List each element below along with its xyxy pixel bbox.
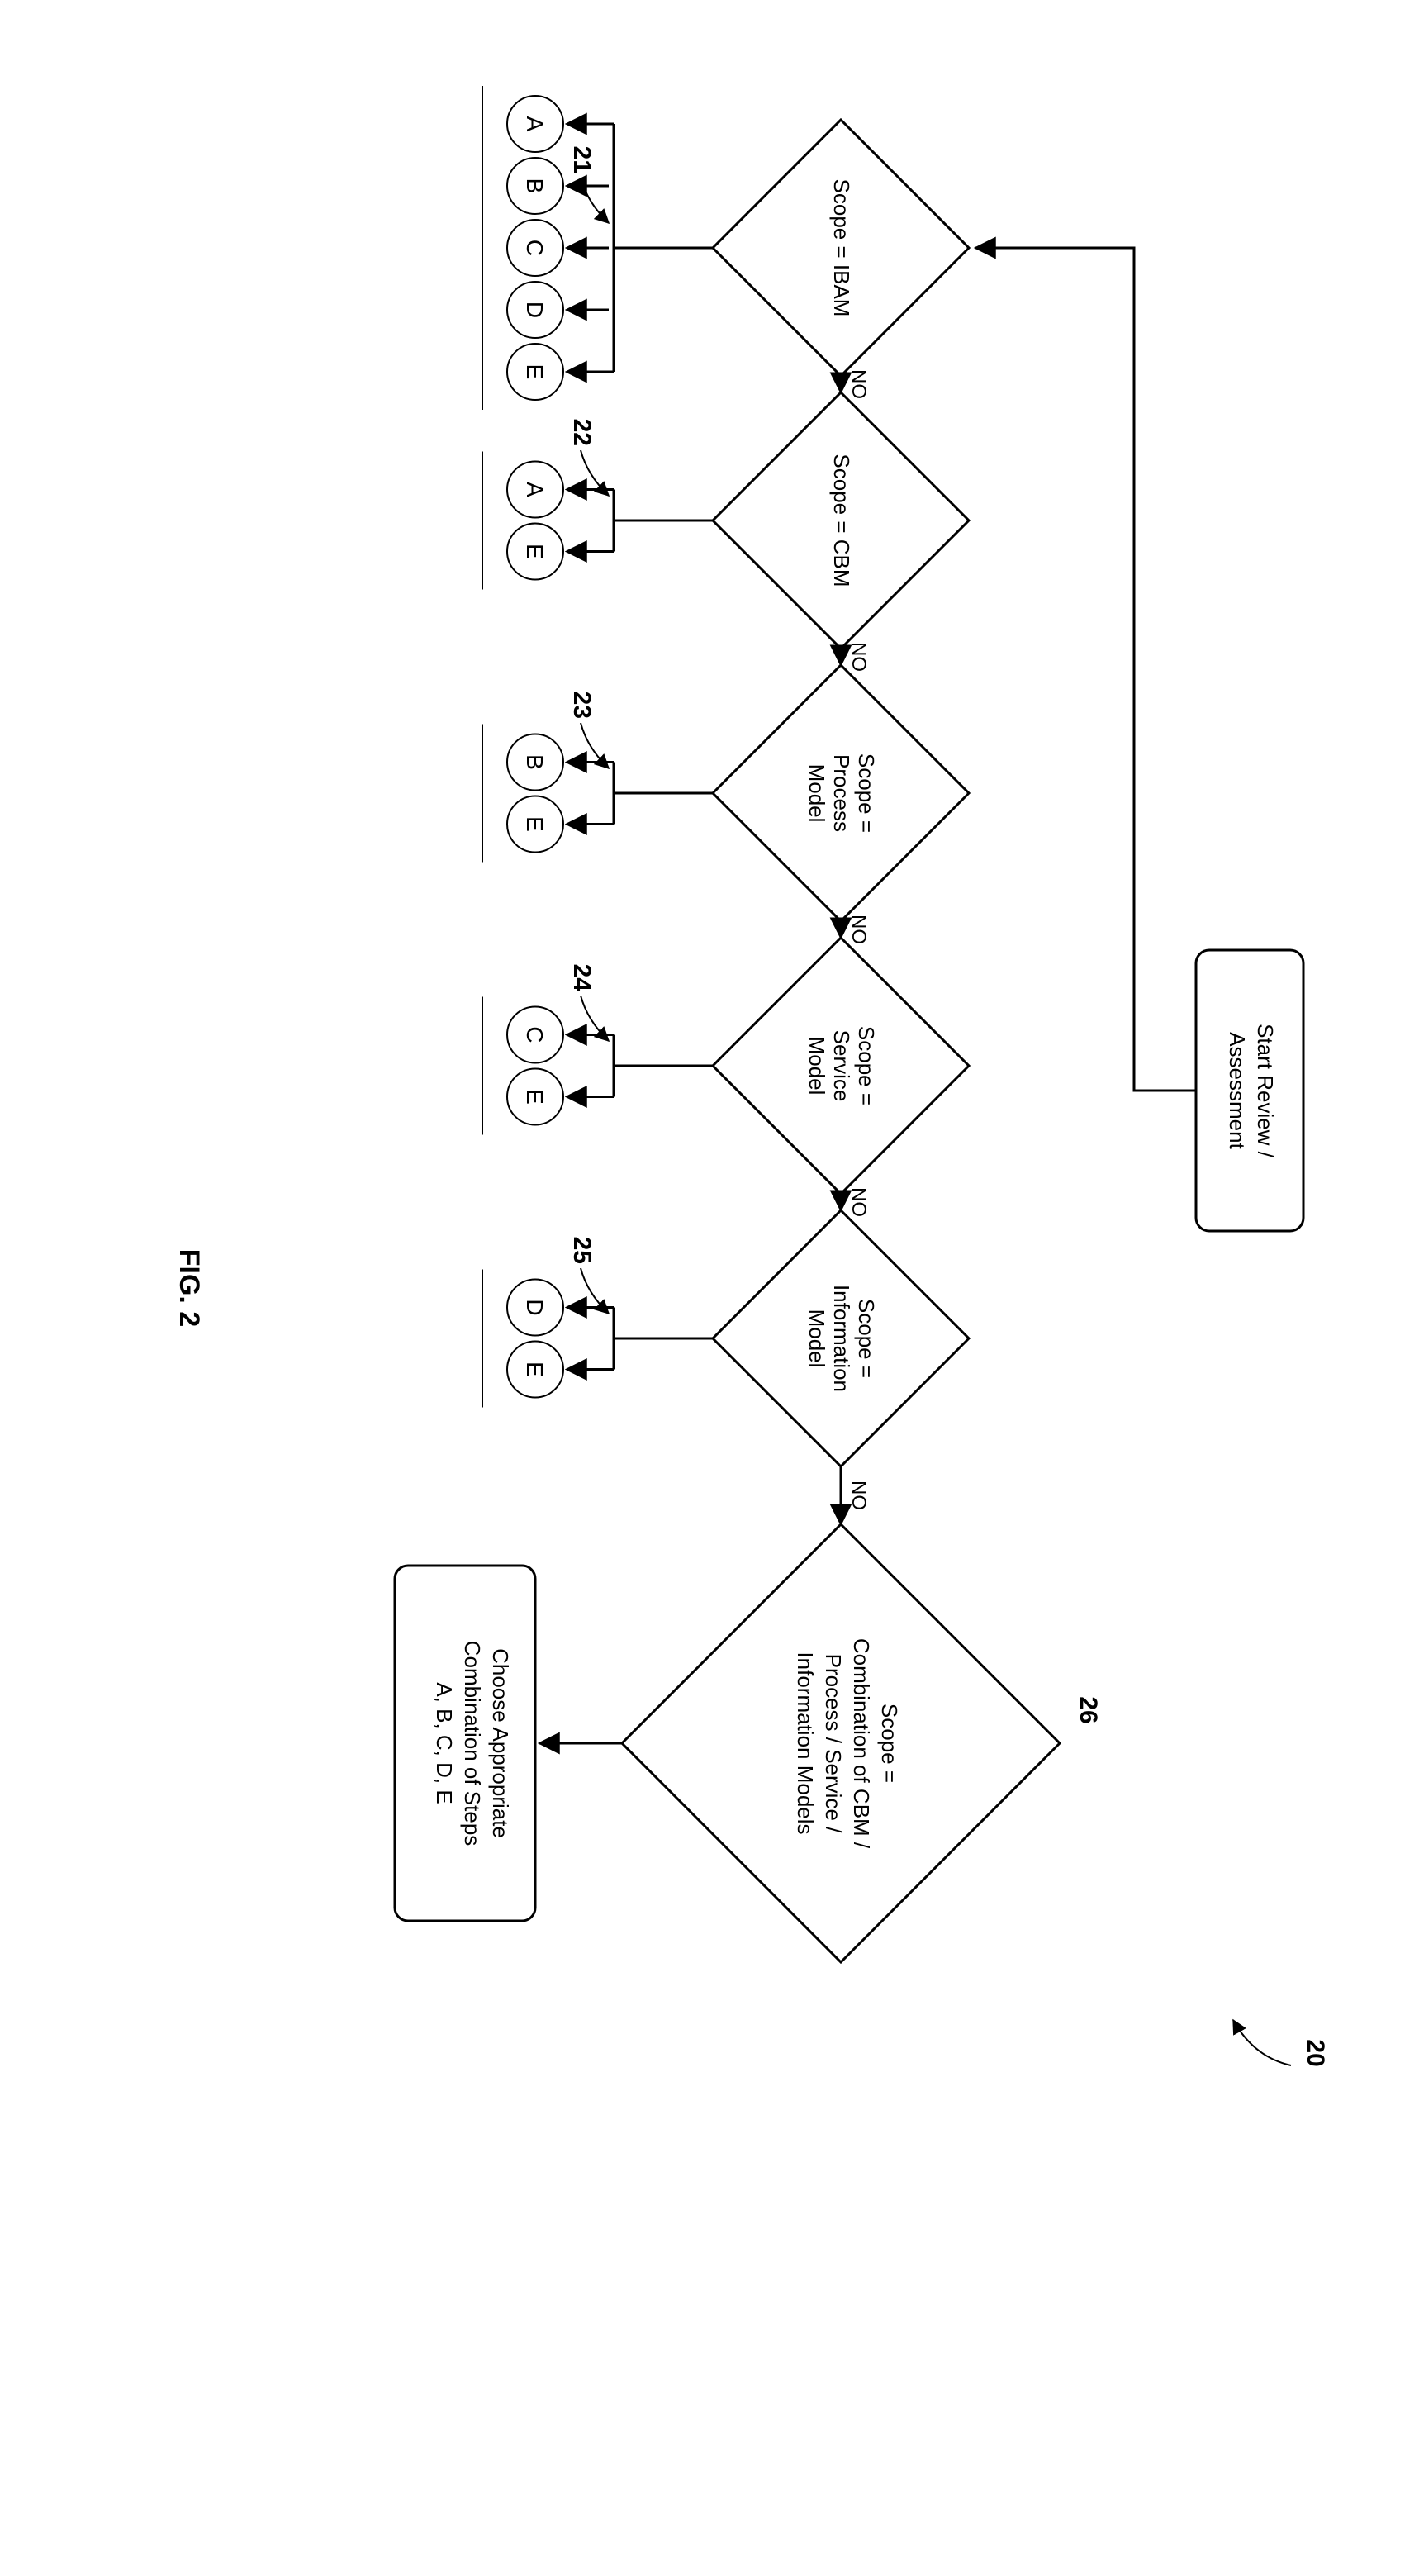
svg-text:Process / Service /: Process / Service /: [821, 1654, 846, 1834]
svg-text:D: D: [522, 302, 548, 318]
svg-text:20: 20: [1302, 2039, 1329, 2066]
svg-text:Scope = IBAM: Scope = IBAM: [829, 179, 854, 317]
svg-text:Start Review /: Start Review /: [1253, 1024, 1278, 1158]
svg-text:NO: NO: [847, 915, 870, 944]
svg-text:Model: Model: [804, 1309, 829, 1368]
svg-text:FIG. 2: FIG. 2: [173, 1249, 205, 1327]
svg-text:NO: NO: [847, 1187, 870, 1217]
svg-text:23: 23: [568, 692, 596, 719]
svg-text:26: 26: [1075, 1696, 1102, 1723]
svg-text:B: B: [522, 754, 548, 770]
svg-text:22: 22: [568, 419, 596, 446]
svg-text:Information Models: Information Models: [793, 1652, 818, 1834]
svg-text:Scope =: Scope =: [877, 1704, 902, 1783]
svg-text:E: E: [522, 544, 548, 559]
svg-text:Model: Model: [804, 1037, 829, 1096]
svg-text:Model: Model: [804, 764, 829, 823]
svg-text:A: A: [522, 482, 548, 497]
svg-text:Scope =: Scope =: [854, 1299, 879, 1378]
svg-text:C: C: [522, 1026, 548, 1043]
svg-text:B: B: [522, 178, 548, 194]
svg-text:NO: NO: [847, 1480, 870, 1510]
svg-text:C: C: [522, 240, 548, 256]
svg-text:NO: NO: [847, 369, 870, 399]
svg-text:Information: Information: [829, 1285, 854, 1392]
svg-text:24: 24: [568, 964, 596, 992]
svg-text:A: A: [522, 116, 548, 132]
svg-text:Service: Service: [829, 1030, 854, 1102]
svg-text:E: E: [522, 1089, 548, 1105]
svg-text:Choose Appropriate: Choose Appropriate: [488, 1648, 513, 1838]
svg-text:21: 21: [568, 146, 596, 173]
svg-text:NO: NO: [847, 642, 870, 672]
svg-text:Scope =: Scope =: [854, 753, 879, 833]
svg-text:Assessment: Assessment: [1225, 1032, 1250, 1149]
svg-text:Process: Process: [829, 754, 854, 832]
svg-text:D: D: [522, 1299, 548, 1315]
svg-text:E: E: [522, 816, 548, 832]
svg-text:Scope =: Scope =: [854, 1026, 879, 1105]
svg-text:Scope = CBM: Scope = CBM: [829, 454, 854, 587]
svg-text:Combination of CBM /: Combination of CBM /: [849, 1638, 874, 1849]
svg-text:E: E: [522, 364, 548, 380]
svg-text:25: 25: [568, 1237, 596, 1264]
svg-text:Combination of Steps: Combination of Steps: [460, 1641, 485, 1846]
svg-text:A, B, C, D, E: A, B, C, D, E: [432, 1682, 457, 1804]
svg-text:E: E: [522, 1362, 548, 1377]
